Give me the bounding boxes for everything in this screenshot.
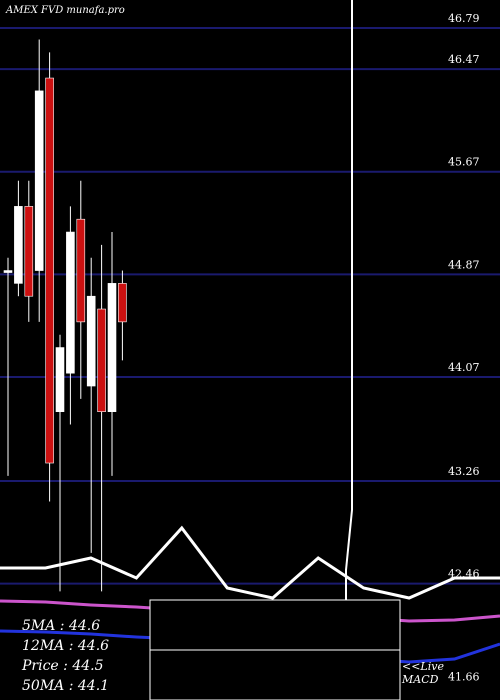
price-candles	[3, 39, 127, 592]
macd-spike	[345, 0, 353, 650]
candle-body-11	[118, 283, 127, 323]
candle-body-8	[86, 295, 96, 387]
legend-50ma: 50MA : 44.1	[22, 678, 110, 694]
indicator-line-white-oscillator	[0, 525, 500, 600]
moving-average-legend: 5MA : 44.6 12MA : 44.6 Price : 44.5 50MA…	[0, 604, 150, 700]
macd-label: MACD	[402, 673, 439, 686]
macd-spike-path	[345, 252, 353, 650]
candle-body-7	[76, 218, 86, 323]
candle-body-9	[97, 308, 106, 413]
y-tick-label-4: 44.07	[448, 361, 480, 374]
y-tick-label-0: 46.79	[448, 12, 480, 25]
legend-price: Price : 44.5	[22, 658, 104, 674]
y-tick-label-3: 44.87	[448, 258, 480, 271]
legend-12ma: 12MA : 44.6	[22, 638, 110, 654]
legend-5ma: 5MA : 44.6	[22, 618, 101, 634]
candle-body-4	[45, 77, 54, 464]
live-macd-label: <<Live MACD	[402, 660, 462, 700]
price-gridlines	[0, 27, 500, 585]
y-tick-label-1: 46.47	[448, 53, 480, 66]
candle-body-0	[3, 270, 13, 273]
y-tick-label-2: 45.67	[448, 156, 480, 169]
y-tick-label-7: 41.66	[448, 670, 480, 683]
live-label: <<Live	[402, 660, 444, 673]
candle-body-1	[14, 206, 23, 284]
overlay-box	[149, 599, 401, 700]
y-tick-label-5: 43.26	[448, 465, 480, 478]
candle-body-2	[24, 206, 34, 297]
candle-body-10	[107, 283, 117, 413]
candle-body-5	[55, 347, 65, 413]
chart-title: AMEX FVD munafa.pro	[5, 5, 125, 16]
candle-body-3	[34, 90, 44, 271]
candle-body-6	[66, 231, 75, 374]
